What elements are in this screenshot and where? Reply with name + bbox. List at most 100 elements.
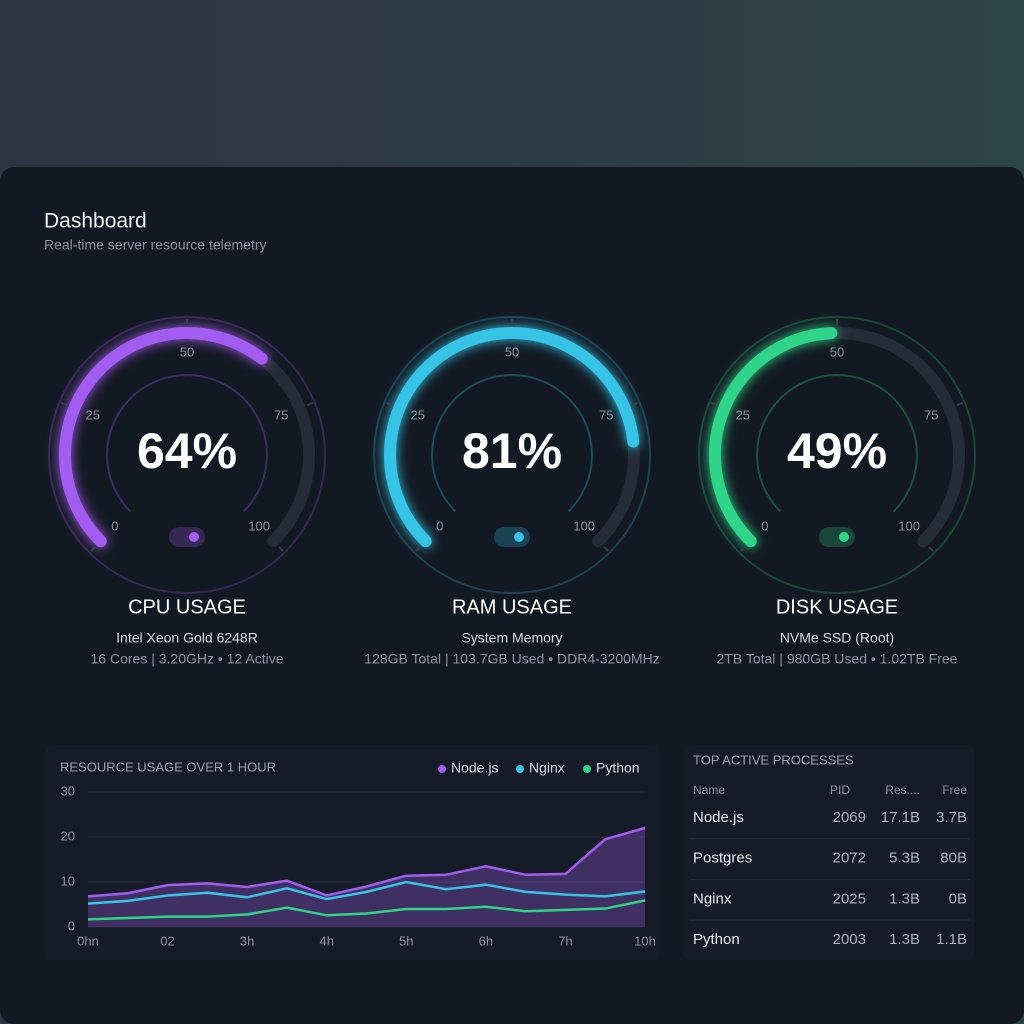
column-header: PID xyxy=(830,783,850,797)
gauge-note: 2TB Total | 980GB Used • 1.02TB Free xyxy=(717,651,958,667)
legend-dot xyxy=(438,765,446,773)
gauge-value xyxy=(709,327,838,548)
gauge-title: DISK USAGE xyxy=(776,596,898,618)
x-tick-label: 10h xyxy=(634,933,656,948)
toggle-knob xyxy=(839,532,849,542)
toggle-knob xyxy=(514,532,524,542)
y-tick-label: 20 xyxy=(61,828,75,843)
gauge-tick xyxy=(60,402,68,407)
page-subtitle: Real-time server resource telemetry xyxy=(44,237,267,253)
gauge-ring xyxy=(48,316,326,594)
gauge-value-label: 49% xyxy=(787,423,887,479)
gauge-tick xyxy=(603,546,609,552)
gauge-tick xyxy=(740,546,746,552)
x-tick-label: 5h xyxy=(399,933,413,948)
gauge-tick xyxy=(306,402,314,407)
gauge-ring xyxy=(698,316,976,594)
table-cell: Nginx xyxy=(693,890,732,907)
series-line xyxy=(87,826,646,898)
table-cell: Postgres xyxy=(693,850,752,867)
gauge-tick-label: 25 xyxy=(86,407,100,422)
column-header: Name xyxy=(693,783,725,797)
gauge-title: CPU USAGE xyxy=(128,596,246,618)
gauge-tick xyxy=(278,546,284,552)
chart-card xyxy=(45,745,660,960)
legend-label: Nginx xyxy=(529,760,565,776)
table-cell: 2072 xyxy=(833,850,866,867)
table-cell: 2003 xyxy=(833,931,866,948)
gauge-value xyxy=(384,327,640,548)
column-header: Free xyxy=(942,783,967,797)
table-cell: 80B xyxy=(940,850,967,867)
page-title: Dashboard xyxy=(44,210,147,233)
toggle-knob xyxy=(189,532,199,542)
gauge-tick-label: 50 xyxy=(830,344,844,359)
chart-title: RESOURCE USAGE OVER 1 HOUR xyxy=(60,759,276,774)
table-cell: 17.1B xyxy=(881,809,920,826)
gauge-tick xyxy=(631,402,639,407)
gauge-value-label: 81% xyxy=(462,423,562,479)
gauge-tick xyxy=(710,402,718,407)
gauge-tick-label: 100 xyxy=(898,519,920,534)
legend-dot xyxy=(583,765,591,773)
gauge-tick-label: 50 xyxy=(180,344,194,359)
gauge-value-label: 64% xyxy=(137,423,237,479)
table-title: TOP ACTIVE PROCESSES xyxy=(693,752,854,767)
series-line xyxy=(87,899,646,921)
table-cell: 1.3B xyxy=(889,890,920,907)
gauge-tick xyxy=(385,402,393,407)
table-card xyxy=(683,745,975,960)
gauge-value xyxy=(59,327,268,548)
gauge-tick-label: 0 xyxy=(111,519,118,534)
gauge-subtitle: System Memory xyxy=(461,630,562,646)
gauge-tick xyxy=(928,546,934,552)
x-tick-label: 4h xyxy=(319,933,333,948)
legend-label: Node.js xyxy=(451,760,498,776)
table-cell: 1.1B xyxy=(936,931,967,948)
x-tick-label: 02 xyxy=(160,933,174,948)
gauge-tick-label: 100 xyxy=(248,519,270,534)
table-cell: 0B xyxy=(949,890,967,907)
gauge-tick-label: 25 xyxy=(736,407,750,422)
gauge-tick xyxy=(956,402,964,407)
gauge-tick-label: 100 xyxy=(573,519,595,534)
gauge-subtitle: Intel Xeon Gold 6248R xyxy=(116,630,258,646)
table-cell: 2069 xyxy=(833,809,866,826)
gauge-note: 128GB Total | 103.7GB Used • DDR4-3200MH… xyxy=(364,651,659,667)
y-tick-label: 0 xyxy=(68,918,75,933)
table-cell: 3.7B xyxy=(936,809,967,826)
gauge-ring xyxy=(373,316,651,594)
y-tick-label: 30 xyxy=(61,783,75,798)
gauge-inner xyxy=(756,374,918,513)
toggle xyxy=(494,527,530,547)
series-line xyxy=(87,880,646,905)
gauge-tick xyxy=(415,546,421,552)
legend-dot xyxy=(516,765,524,773)
toggle xyxy=(819,527,855,547)
x-tick-label: 3h xyxy=(240,933,254,948)
table-cell: 1.3B xyxy=(889,931,920,948)
gauge-inner xyxy=(106,374,268,513)
gauge-tick-label: 0 xyxy=(761,519,768,534)
gauge-title: RAM USAGE xyxy=(452,596,572,618)
legend-label: Python xyxy=(596,760,640,776)
gauge-tick-label: 75 xyxy=(274,407,288,422)
gauge-tick-label: 75 xyxy=(924,407,938,422)
series-area xyxy=(88,828,645,927)
gauge-tick-label: 25 xyxy=(411,407,425,422)
x-tick-label: 6h xyxy=(479,933,493,948)
gauge-subtitle: NVMe SSD (Root) xyxy=(780,630,894,646)
table-cell: Node.js xyxy=(693,809,744,826)
gauge-tick-label: 0 xyxy=(436,519,443,534)
column-header: Res.... xyxy=(885,783,920,797)
x-tick-label: 0hn xyxy=(77,933,99,948)
gauge-tick xyxy=(90,546,96,552)
gauge-tick-label: 50 xyxy=(505,344,519,359)
x-tick-label: 7h xyxy=(558,933,572,948)
gauge-tick-label: 75 xyxy=(599,407,613,422)
toggle xyxy=(169,527,205,547)
table-cell: Python xyxy=(693,931,740,948)
y-tick-label: 10 xyxy=(61,873,75,888)
table-cell: 5.3B xyxy=(889,850,920,867)
